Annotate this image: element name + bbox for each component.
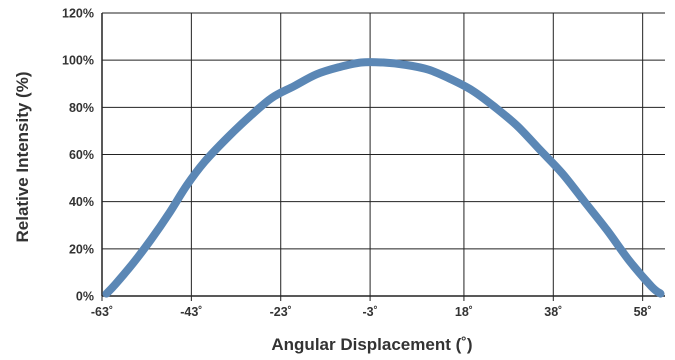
x-axis-title: Angular Displacement (˚): [271, 335, 472, 354]
x-tick-label: -3˚: [362, 305, 377, 319]
axes: [101, 13, 665, 297]
y-tick-labels: 0% 20% 40% 60% 80% 100% 120%: [62, 7, 94, 304]
x-tick-label: -63˚: [91, 305, 113, 319]
y-tick-label: 20%: [69, 242, 94, 256]
y-axis-title: Relative Intensity (%): [13, 72, 32, 243]
y-tick-label: 80%: [69, 101, 94, 115]
x-tick-label: 18˚: [455, 305, 473, 319]
y-tick-label: 120%: [62, 7, 94, 21]
series-layer: [102, 58, 665, 298]
grid: [101, 12, 665, 301]
y-tick-label: 100%: [62, 54, 94, 68]
y-tick-label: 60%: [69, 148, 94, 162]
x-tick-label: -23˚: [270, 305, 292, 319]
x-tick-label: 38˚: [544, 305, 562, 319]
y-tick-label: 0%: [76, 290, 94, 304]
x-tick-labels: -63˚ -43˚ -23˚ -3˚ 18˚ 38˚ 58˚: [91, 305, 652, 319]
intensity-curve: [102, 58, 665, 298]
x-tick-label: 58˚: [634, 305, 652, 319]
x-tick-label: -43˚: [180, 305, 202, 319]
y-tick-label: 40%: [69, 195, 94, 209]
